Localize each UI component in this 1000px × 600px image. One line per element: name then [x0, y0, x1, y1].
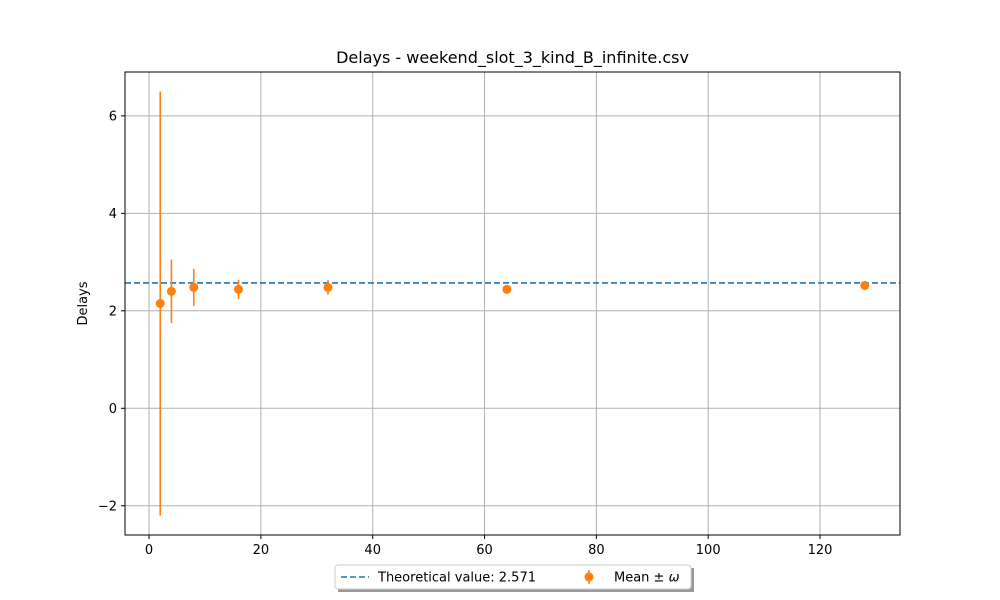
- legend-series-label-symbol: ω: [669, 571, 680, 586]
- chart-title: Delays - weekend_slot_3_kind_B_infinite.…: [336, 48, 689, 68]
- x-tick-label: 20: [253, 543, 270, 558]
- data-point: [189, 282, 199, 292]
- x-tick-label: 100: [696, 543, 721, 558]
- x-tick-label: 0: [145, 543, 153, 558]
- x-tick-label: 60: [476, 543, 493, 558]
- x-tick-label: 120: [808, 543, 833, 558]
- data-point: [166, 286, 176, 296]
- series-group: [155, 91, 870, 516]
- data-point: [234, 284, 244, 294]
- grid: [125, 72, 900, 535]
- plot-frame: [124, 71, 901, 536]
- data-point: [155, 299, 165, 308]
- legend-series-label: Mean ± ω: [614, 571, 680, 586]
- y-tick-label: 0: [109, 402, 117, 417]
- data-point: [860, 280, 870, 290]
- legend-box: [334, 564, 692, 590]
- legend: Theoretical value: 2.571 Mean ± ω: [334, 564, 694, 592]
- x-tick-label: 80: [588, 543, 605, 558]
- legend-series-label-prefix: Mean ±: [614, 571, 669, 586]
- x-tick-label: 40: [364, 543, 381, 558]
- y-tick-label: 2: [109, 304, 117, 319]
- legend-reference-line-label: Theoretical value: 2.571: [377, 571, 536, 586]
- y-tick-label: 6: [109, 109, 117, 124]
- ticks: 0 20 40 60 80 100 120 −2 0 2 4 6: [98, 109, 833, 558]
- legend-marker-swatch: [584, 572, 594, 582]
- y-tick-label: −2: [98, 499, 117, 514]
- y-axis-label: Delays: [76, 281, 91, 325]
- data-point: [502, 284, 512, 294]
- data-point: [323, 282, 333, 292]
- y-tick-label: 4: [109, 207, 117, 222]
